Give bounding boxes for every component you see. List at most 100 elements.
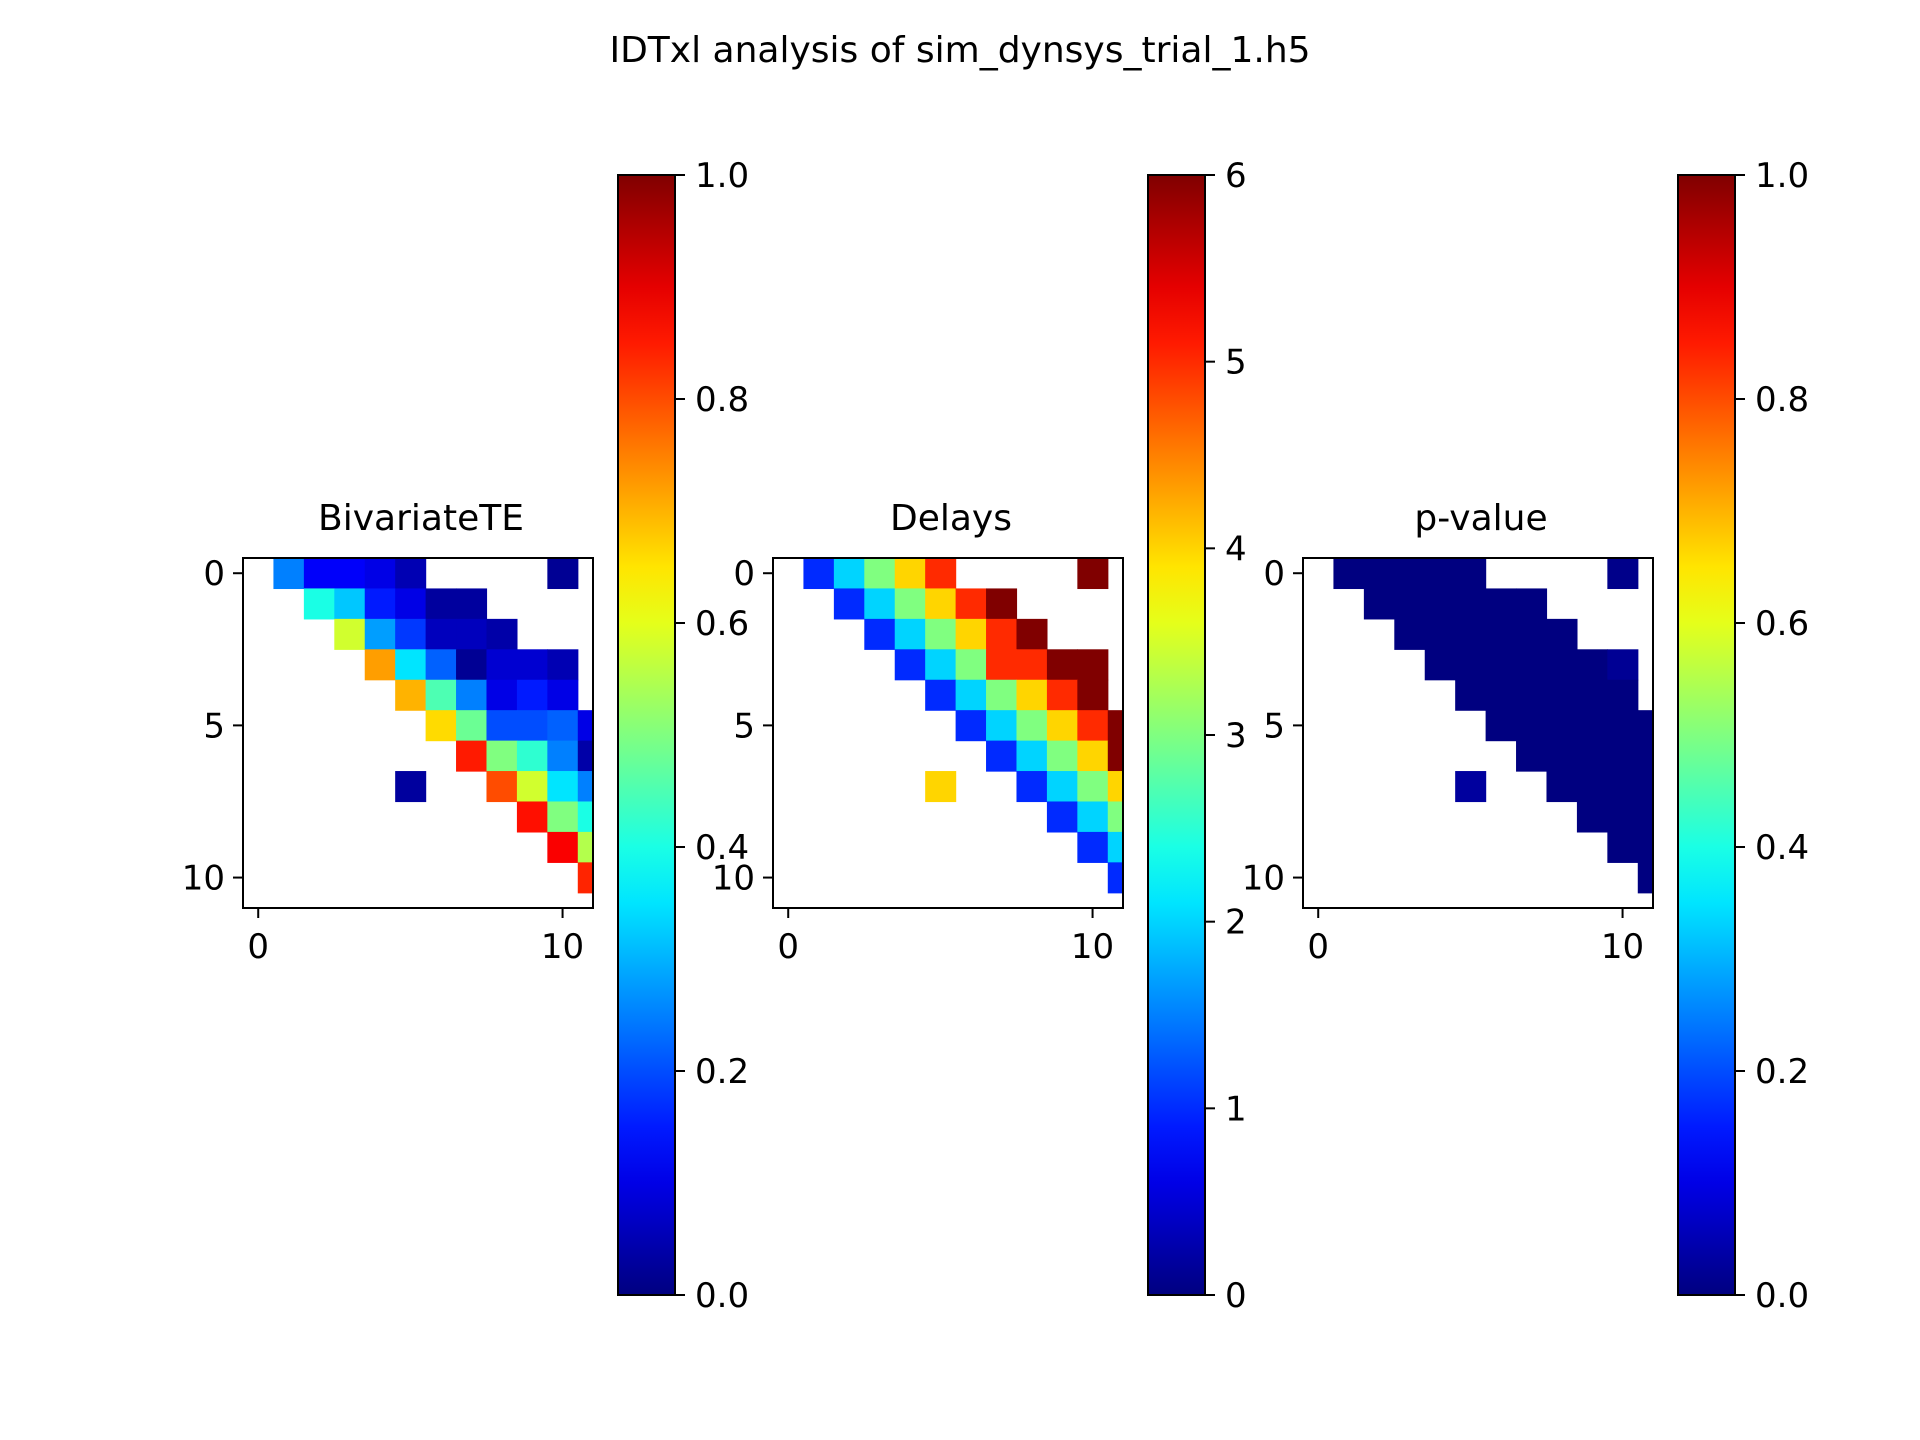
panel-bivariate-te: BivariateTE 0 10 0 5 10 0.0 0.2 0.4 0.6 0.8 1.0 xyxy=(182,156,749,1316)
heatmap-cell xyxy=(1077,801,1109,833)
heatmap-cell xyxy=(1394,618,1426,650)
heatmap-cell xyxy=(1424,558,1456,590)
colorbar-tick-label: 0.2 xyxy=(1755,1052,1809,1092)
heatmap-cell xyxy=(986,649,1018,681)
panel-title-delays: Delays xyxy=(890,498,1012,539)
heatmap-cell xyxy=(1546,740,1578,772)
heatmap-cell xyxy=(456,710,488,742)
heatmap-cell xyxy=(577,831,593,863)
heatmap-p-value: 0 10 0 5 10 xyxy=(1242,554,1654,967)
heatmap-cell xyxy=(334,558,366,590)
panel-title-bivariate-te: BivariateTE xyxy=(318,498,524,539)
heatmap-cell xyxy=(894,649,926,681)
heatmap-cell xyxy=(1046,649,1078,681)
panel-p-value: p-value 0 10 0 5 10 0.0 0.2 0.4 0.6 0.8 1.0 xyxy=(1242,156,1809,1316)
heatmap-cell xyxy=(1046,801,1078,833)
heatmap-cell xyxy=(364,649,396,681)
heatmap-cell xyxy=(1455,618,1487,650)
heatmap-cell xyxy=(1576,679,1608,711)
heatmap-cell xyxy=(1546,618,1578,650)
heatmap-cell xyxy=(864,588,896,620)
heatmap-cell xyxy=(955,710,987,742)
heatmap-cell xyxy=(1394,558,1426,590)
heatmap-cell xyxy=(986,588,1018,620)
colorbar-tick-label: 3 xyxy=(1225,716,1247,756)
heatmap-cell xyxy=(486,710,518,742)
heatmap-cell xyxy=(1107,862,1123,894)
heatmap-cell xyxy=(1516,649,1548,681)
heatmap-cells xyxy=(803,558,1123,894)
heatmap-cell xyxy=(425,618,457,650)
heatmap-cell xyxy=(1363,588,1395,620)
heatmap-cell xyxy=(395,558,427,590)
axes-frame xyxy=(242,557,594,909)
heatmap-cell xyxy=(547,801,579,833)
heatmap-cell xyxy=(1046,710,1078,742)
colorbar-tick-label: 0.4 xyxy=(695,828,749,868)
heatmap-cell xyxy=(1046,679,1078,711)
heatmap-cell xyxy=(955,679,987,711)
heatmap-cell xyxy=(894,558,926,590)
heatmap-cell xyxy=(1546,710,1578,742)
heatmap-cell xyxy=(1424,649,1456,681)
colorbar-delays: 0 1 2 3 4 5 6 xyxy=(1147,156,1247,1316)
heatmap-cell xyxy=(486,618,518,650)
heatmap-cell xyxy=(1607,710,1639,742)
heatmap-cell xyxy=(1576,710,1608,742)
y-tick-label: 0 xyxy=(1263,554,1285,594)
heatmap-cell xyxy=(1516,710,1548,742)
heatmap-cell xyxy=(1077,679,1109,711)
heatmap-cell xyxy=(1107,710,1123,742)
heatmap-cell xyxy=(1576,801,1608,833)
heatmap-cell xyxy=(955,588,987,620)
y-tick-label: 5 xyxy=(1263,706,1285,746)
heatmap-cell xyxy=(1576,771,1608,803)
heatmap-cell xyxy=(516,710,548,742)
colorbar-tick-label: 0.6 xyxy=(1755,604,1809,644)
y-tick-label: 10 xyxy=(182,859,225,899)
heatmap-cell xyxy=(364,588,396,620)
heatmap-cell xyxy=(1637,801,1653,833)
colorbar-gradient xyxy=(1147,174,1206,1296)
heatmap-cell xyxy=(547,558,579,590)
heatmap-cell xyxy=(1016,771,1048,803)
heatmap-cell xyxy=(1016,679,1048,711)
heatmap-cell xyxy=(486,740,518,772)
heatmap-cell xyxy=(425,649,457,681)
heatmap-cell xyxy=(1576,649,1608,681)
heatmap-cell xyxy=(1363,558,1395,590)
colorbar-tick-label: 0.0 xyxy=(1755,1276,1809,1316)
colorbar-tick-label: 4 xyxy=(1225,529,1247,569)
heatmap-cell xyxy=(986,679,1018,711)
heatmap-cell xyxy=(1576,740,1608,772)
heatmap-cell xyxy=(1637,862,1653,894)
heatmap-cell xyxy=(1516,679,1548,711)
y-tick-label: 0 xyxy=(733,554,755,594)
heatmap-cell xyxy=(395,771,427,803)
heatmap-cell xyxy=(1516,618,1548,650)
heatmap-cell xyxy=(1546,771,1578,803)
heatmap-cell xyxy=(1424,588,1456,620)
heatmap-cell xyxy=(1516,740,1548,772)
y-tick-label: 10 xyxy=(1242,859,1285,899)
heatmap-cell xyxy=(547,649,579,681)
heatmap-cell xyxy=(1637,710,1653,742)
heatmap-cell xyxy=(1077,710,1109,742)
heatmap-cell xyxy=(925,649,957,681)
heatmap-delays: 0 10 0 5 10 xyxy=(712,554,1124,967)
colorbar-tick-label: 0.8 xyxy=(1755,380,1809,420)
heatmap-cell xyxy=(1016,740,1048,772)
heatmap-cell xyxy=(894,618,926,650)
axes-frame xyxy=(772,557,1124,909)
heatmap-cell xyxy=(395,679,427,711)
heatmap-cell xyxy=(864,618,896,650)
heatmap-cell xyxy=(894,588,926,620)
heatmap-cell xyxy=(925,679,957,711)
y-tick-label: 10 xyxy=(712,859,755,899)
heatmap-cell xyxy=(1455,679,1487,711)
heatmap-cell xyxy=(955,649,987,681)
heatmap-cell xyxy=(1607,801,1639,833)
heatmap-cell xyxy=(516,771,548,803)
heatmap-cell xyxy=(833,558,865,590)
colorbar-tick-label: 0.2 xyxy=(695,1052,749,1092)
